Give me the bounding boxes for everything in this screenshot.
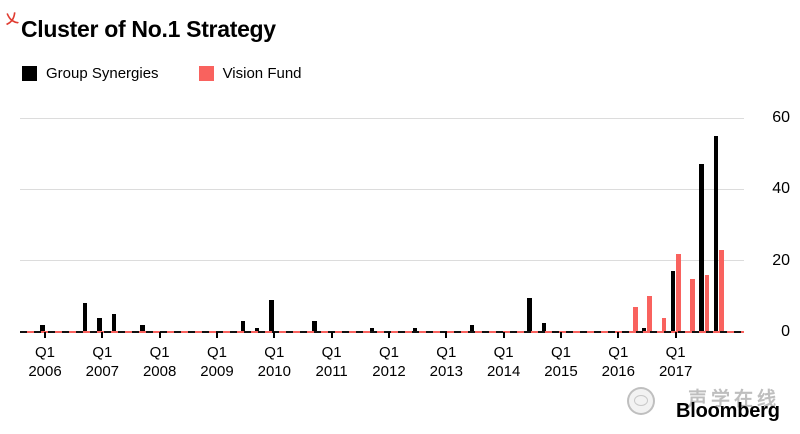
bar-vision-fund (661, 317, 667, 332)
watermark-logo-icon (627, 387, 655, 415)
legend-item-vision-fund: Vision Fund (198, 65, 302, 82)
bar-group-synergies (312, 321, 317, 332)
x-axis-tick (101, 332, 104, 338)
x-axis-quarter-label: Q1 (378, 344, 399, 361)
y-axis-label: 60 (772, 109, 790, 126)
y-axis-label: 0 (781, 323, 790, 340)
bar-group-synergies (527, 298, 532, 332)
x-axis-label: Q1 2014 (475, 343, 533, 381)
x-axis-tick (330, 332, 333, 338)
legend-swatch-black-icon (22, 66, 37, 81)
x-axis-year-label: 2008 (142, 363, 177, 380)
x-axis-quarter-label: Q1 (608, 344, 629, 361)
x-axis-baseline (20, 331, 744, 333)
bar-group-synergies (40, 324, 45, 332)
bar-group-synergies (469, 324, 475, 332)
bar-group-synergies (699, 164, 704, 332)
x-axis-tick (559, 332, 562, 338)
x-axis-tick (502, 332, 505, 338)
x-axis-label: Q1 2010 (245, 343, 303, 381)
x-axis-year-label: 2007 (85, 363, 120, 380)
x-axis-label: Q1 2009 (188, 343, 246, 381)
x-axis-quarter-label: Q1 (665, 344, 686, 361)
bar-group-synergies (82, 303, 88, 332)
x-axis-tick (387, 332, 390, 338)
x-axis-year-label: 2010 (257, 363, 291, 380)
bar-group-synergies (369, 328, 375, 332)
x-axis-label: Q1 2007 (73, 343, 131, 381)
bar-group-synergies (254, 328, 260, 332)
legend-label: Vision Fund (222, 65, 302, 82)
bar-group-synergies (412, 328, 418, 332)
x-axis-year-label: 2016 (601, 363, 635, 380)
x-axis-quarter-label: Q1 (92, 344, 113, 361)
x-axis-year-label: 2006 (28, 363, 62, 380)
x-axis-quarter-label: Q1 (264, 344, 285, 361)
x-axis-quarter-label: Q1 (149, 344, 170, 361)
bar-group-synergies (97, 317, 102, 332)
x-axis-year-label: 2013 (429, 363, 463, 380)
bar-group-synergies (269, 299, 274, 332)
x-axis-tick (215, 332, 218, 338)
y-axis-label: 40 (772, 180, 790, 198)
x-axis-quarter-label: Q1 (34, 344, 55, 361)
bar-group-synergies (541, 323, 547, 332)
bar-group-synergies (713, 135, 719, 332)
x-axis-quarter-label: Q1 (493, 344, 514, 361)
legend: Group Synergies Vision Fund (22, 65, 302, 82)
x-axis-year-label: 2012 (372, 363, 406, 380)
chart-title: Cluster of No.1 Strategy (21, 16, 276, 42)
x-axis-year-label: 2011 (315, 363, 348, 380)
bar-group-synergies (670, 271, 676, 332)
x-axis-tick (617, 332, 620, 338)
x-axis-tick (158, 332, 161, 338)
x-axis-label: Q1 2013 (417, 343, 475, 381)
bar-group-synergies (240, 321, 246, 332)
bar-vision-fund (647, 296, 652, 332)
y-axis-label: 20 (772, 251, 790, 269)
bar-vision-fund (633, 307, 638, 332)
x-axis-label: Q1 2012 (360, 343, 418, 381)
x-axis-label: Q1 2006 (16, 343, 74, 381)
x-axis-year-label: 2009 (200, 363, 234, 380)
x-axis-label: Q1 2008 (131, 343, 189, 381)
bar-vision-fund (676, 253, 681, 332)
x-axis-tick (44, 332, 46, 338)
x-axis-year-label: 2017 (658, 363, 693, 380)
gridline-40 (20, 188, 744, 190)
bloomberg-wordmark: Bloomberg (676, 400, 780, 422)
x-axis-quarter-label: Q1 (436, 344, 457, 361)
watermark-site-text: 声学在线 (688, 389, 781, 410)
x-axis-tick (674, 332, 677, 338)
x-axis-year-label: 2015 (544, 363, 578, 380)
bar-group-synergies (641, 328, 647, 332)
x-axis-quarter-label: Q1 (206, 344, 227, 361)
x-axis-label: Q1 2016 (589, 343, 647, 381)
x-axis-quarter-label: Q1 (550, 344, 571, 361)
bar-vision-fund (690, 278, 695, 332)
gridline-20 (20, 260, 744, 262)
bar-vision-fund (704, 274, 710, 332)
x-axis-year-label: 2014 (486, 363, 521, 380)
gridline-60 (20, 117, 744, 119)
bar-vision-fund (719, 249, 724, 332)
bar-group-synergies (140, 324, 145, 332)
x-axis-label: Q1 2011 (303, 343, 361, 381)
x-axis-tick (445, 332, 448, 338)
x-axis-label: Q1 2017 (647, 343, 705, 381)
x-axis-tick (273, 332, 276, 338)
x-axis-label: Q1 2015 (532, 343, 590, 381)
legend-label: Group Synergies (46, 65, 159, 82)
bar-group-synergies (111, 314, 117, 332)
x-axis-quarter-label: Q1 (321, 344, 342, 361)
legend-item-group-synergies: Group Synergies (22, 65, 159, 82)
corner-decoration-icon: 乂 (4, 10, 20, 27)
legend-swatch-red-icon (198, 66, 214, 81)
